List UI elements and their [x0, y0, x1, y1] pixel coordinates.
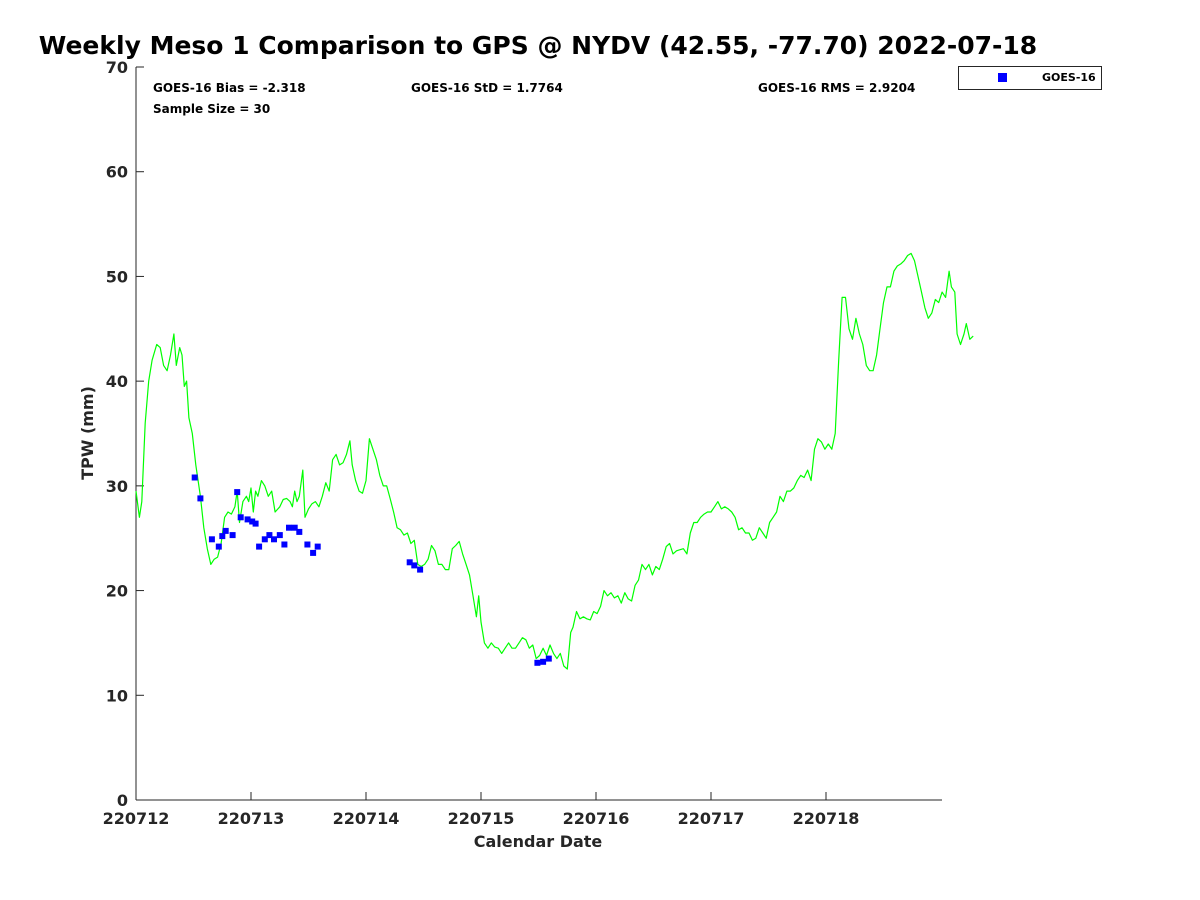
goes16-point — [252, 520, 259, 527]
x-axis-label: Calendar Date — [474, 832, 603, 851]
y-tick-label: 60 — [106, 163, 128, 182]
goes16-point — [234, 489, 241, 496]
goes16-point — [534, 659, 541, 666]
goes16-point — [215, 543, 222, 550]
x-ticks: 220712 220713 220714 220715 220716 220717 2207… — [103, 792, 860, 828]
goes16-point — [237, 514, 244, 521]
goes16-point — [291, 524, 298, 531]
legend-label: GOES-16 — [1042, 71, 1096, 84]
legend-box — [958, 66, 1102, 90]
goes16-point — [296, 528, 303, 535]
goes16-point — [545, 655, 552, 662]
y-tick-label: 50 — [106, 267, 128, 286]
x-tick-label: 220714 — [333, 809, 400, 828]
y-tick-label: 10 — [106, 686, 128, 705]
goes16-point — [406, 559, 413, 566]
y-tick-label: 70 — [106, 58, 128, 77]
goes16-point — [208, 536, 215, 543]
x-tick-label: 220717 — [678, 809, 745, 828]
chart-title: Weekly Meso 1 Comparison to GPS @ NYDV (… — [39, 31, 1037, 60]
goes16-point — [417, 566, 424, 573]
goes16-point — [229, 532, 236, 539]
y-axis-label: TPW (mm) — [78, 386, 97, 480]
goes16-point — [276, 532, 283, 539]
goes16-point — [219, 533, 226, 540]
rms-stat: GOES-16 RMS = 2.9204 — [758, 81, 915, 95]
goes16-point — [540, 658, 547, 665]
goes16-point — [197, 495, 204, 502]
std-stat: GOES-16 StD = 1.7764 — [411, 81, 563, 95]
goes16-point — [266, 532, 273, 539]
y-tick-label: 40 — [106, 372, 128, 391]
goes16-point — [271, 536, 277, 543]
goes16-point — [244, 516, 251, 523]
goes16-point — [304, 541, 311, 548]
legend: GOES-16 — [958, 66, 1102, 90]
goes16-point — [411, 562, 418, 569]
y-tick-label: 30 — [106, 477, 128, 496]
bias-stat: GOES-16 Bias = -2.318 — [153, 81, 306, 95]
x-tick-label: 220715 — [448, 809, 515, 828]
y-tick-label: 20 — [106, 582, 128, 601]
series-layer — [135, 252, 974, 670]
sample-size-stat: Sample Size = 30 — [153, 102, 270, 116]
goes16-point — [286, 524, 292, 531]
gps-tpw-line — [135, 252, 974, 670]
goes16-point — [314, 543, 321, 550]
goes16-point — [261, 536, 268, 543]
goes16-point — [256, 543, 263, 550]
goes16-point — [281, 541, 288, 548]
goes16-point — [249, 518, 256, 525]
x-tick-label: 220716 — [563, 809, 630, 828]
goes16-point — [222, 527, 229, 534]
goes16-point — [310, 549, 317, 556]
plot-area: 0 10 20 30 40 50 60 70 220712 220713 220714 220715… — [103, 58, 974, 828]
y-tick-label: 0 — [117, 791, 128, 810]
x-tick-label: 220718 — [793, 809, 860, 828]
goes16-point — [191, 474, 198, 481]
y-ticks: 0 10 20 30 40 50 60 70 — [106, 58, 144, 810]
x-tick-label: 220712 — [103, 809, 170, 828]
x-tick-label: 220713 — [218, 809, 285, 828]
legend-marker — [998, 73, 1007, 82]
